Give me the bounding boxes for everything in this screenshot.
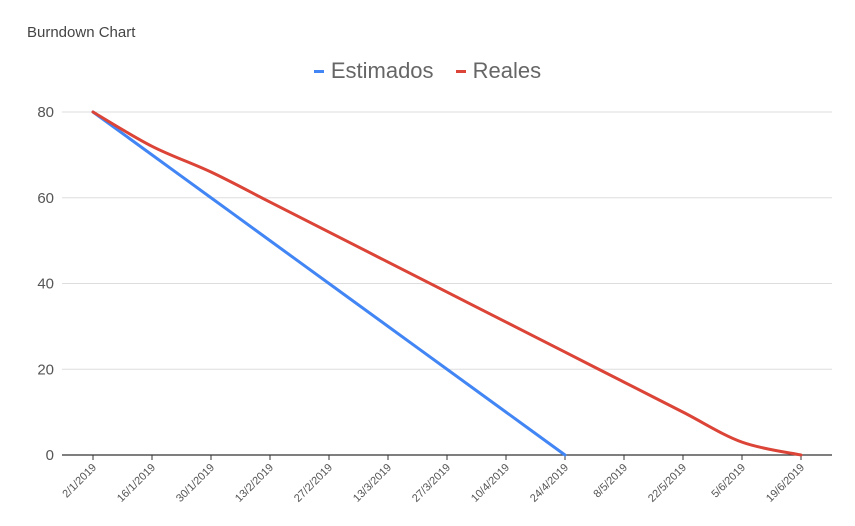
x-axis-ticks: 2/1/2019 16/1/2019 30/1/2019 13/2/2019 27/2/… bbox=[60, 455, 807, 505]
series-lines bbox=[91, 110, 803, 457]
y-tick-label-40: 40 bbox=[37, 276, 54, 293]
x-tick-label-5-6-2019: 5/6/2019 bbox=[709, 462, 748, 501]
legend-label-estimados: Estimados bbox=[330, 58, 434, 83]
x-tick-label-2-1-2019: 2/1/2019 bbox=[60, 462, 99, 501]
legend-label-reales: Reales bbox=[472, 58, 542, 83]
legend: Estimados Reales bbox=[0, 58, 855, 84]
x-tick-label-24-4-2019: 24/4/2019 bbox=[528, 462, 571, 505]
legend-swatch-estimados bbox=[313, 69, 324, 73]
series-line-estimados bbox=[91, 110, 567, 457]
y-tick-label-80: 80 bbox=[37, 104, 54, 121]
x-tick-label-13-3-2019: 13/3/2019 bbox=[351, 462, 394, 505]
legend-item-estimados[interactable]: Estimados bbox=[313, 58, 434, 84]
series-line-reales bbox=[91, 110, 803, 457]
y-axis-ticks: 0 20 40 60 80 bbox=[37, 104, 54, 464]
x-tick-label-19-6-2019: 19/6/2019 bbox=[764, 462, 807, 505]
gridlines bbox=[62, 111, 832, 456]
x-tick-label-27-3-2019: 27/3/2019 bbox=[410, 462, 453, 505]
legend-swatch-reales bbox=[455, 69, 466, 73]
x-tick-label-13-2-2019: 13/2/2019 bbox=[233, 462, 276, 505]
legend-item-reales[interactable]: Reales bbox=[455, 58, 542, 84]
x-tick-label-10-4-2019: 10/4/2019 bbox=[469, 462, 512, 505]
y-tick-label-60: 60 bbox=[37, 190, 54, 207]
x-tick-label-27-2-2019: 27/2/2019 bbox=[292, 462, 335, 505]
chart-title: Burndown Chart bbox=[27, 24, 136, 41]
x-tick-label-22-5-2019: 22/5/2019 bbox=[646, 462, 689, 505]
y-tick-label-20: 20 bbox=[37, 361, 54, 378]
x-tick-label-8-5-2019: 8/5/2019 bbox=[591, 462, 630, 501]
y-tick-label-0: 0 bbox=[46, 447, 54, 464]
x-tick-label-16-1-2019: 16/1/2019 bbox=[115, 462, 158, 505]
x-tick-label-30-1-2019: 30/1/2019 bbox=[174, 462, 217, 505]
